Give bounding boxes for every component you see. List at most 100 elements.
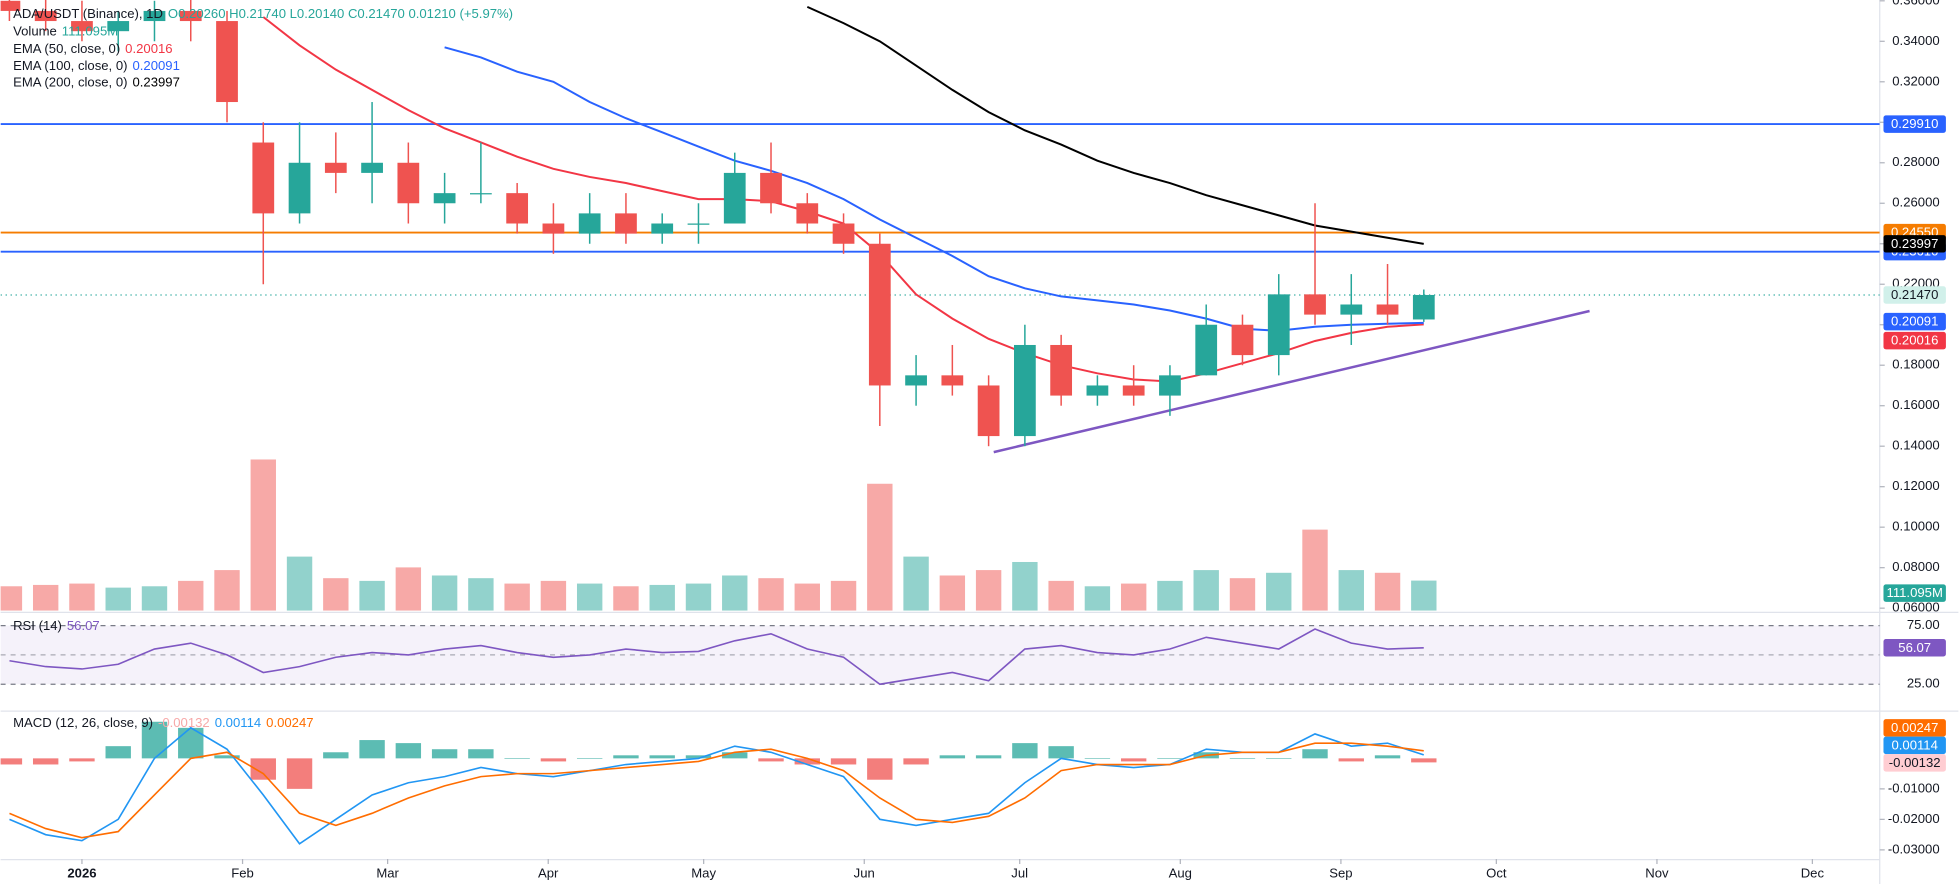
macd-histogram-bar bbox=[685, 755, 712, 759]
legend-name: MACD (12, 26, close, 9) bbox=[13, 716, 153, 731]
legend-row: RSI (14) 56.07 bbox=[13, 618, 100, 633]
macd-histogram-bar bbox=[1374, 755, 1401, 759]
volume-bar bbox=[1193, 570, 1219, 611]
macd-histogram-bar bbox=[722, 752, 748, 759]
macd-histogram-bar bbox=[830, 758, 857, 765]
legend-row: Volume 111.095M bbox=[13, 24, 118, 39]
candle-body bbox=[288, 162, 311, 214]
candle-body bbox=[179, 10, 202, 22]
macd-histogram-bar bbox=[431, 749, 458, 759]
candle-body bbox=[615, 213, 637, 234]
macd-histogram-bar bbox=[0, 758, 23, 765]
volume-bar bbox=[867, 483, 893, 611]
volume-bar bbox=[431, 575, 458, 611]
volume-bar bbox=[395, 567, 422, 611]
candle-body bbox=[361, 162, 383, 173]
candle-body bbox=[905, 375, 927, 386]
volume-bar bbox=[939, 575, 966, 611]
volume-badge-bg bbox=[1883, 584, 1946, 602]
x-tick-label: 2026 bbox=[67, 865, 96, 880]
legend-value: 0.00114 bbox=[215, 716, 261, 731]
ema-line bbox=[444, 46, 1424, 332]
price-pane bbox=[0, 0, 1880, 611]
ema-badge-bg bbox=[1883, 312, 1946, 331]
candle-body bbox=[397, 162, 420, 204]
ema-badge: 0.23997 bbox=[1891, 236, 1938, 251]
legend-name: Volume bbox=[13, 24, 57, 39]
y-tick-label: 0.16000 bbox=[1892, 397, 1939, 412]
volume-bar bbox=[830, 580, 857, 611]
candle-body bbox=[977, 385, 1000, 437]
y-tick-label: 0.12000 bbox=[1892, 478, 1939, 493]
x-tick-label: Apr bbox=[538, 865, 559, 880]
candle-body bbox=[1231, 324, 1254, 356]
candle-body bbox=[1159, 375, 1181, 396]
x-tick-label: Feb bbox=[231, 865, 254, 880]
volume-bar bbox=[758, 578, 784, 611]
volume-bar bbox=[323, 578, 349, 611]
y-tick-label: -0.02000 bbox=[1888, 811, 1940, 826]
last-price-badge-bg bbox=[1883, 286, 1946, 304]
volume-bar bbox=[214, 570, 240, 611]
legend-name: EMA (100, close, 0) bbox=[13, 58, 127, 73]
volume-bar bbox=[250, 459, 276, 611]
candle-body bbox=[1195, 324, 1218, 376]
macd-badge-bg bbox=[1883, 754, 1946, 772]
macd-badge: -0.00132 bbox=[1889, 755, 1941, 770]
macd-pane bbox=[0, 721, 1437, 845]
macd-histogram-bar bbox=[1302, 749, 1328, 759]
y-tick-label: 25.00 bbox=[1907, 676, 1940, 691]
last-price-badge: 0.21470 bbox=[1891, 287, 1938, 302]
volume-bar bbox=[1084, 586, 1111, 611]
candle-body bbox=[0, 0, 21, 11]
volume-bar bbox=[468, 578, 494, 611]
x-tick-label: May bbox=[691, 865, 716, 880]
candle-body bbox=[542, 223, 565, 234]
legend-row: EMA (200, close, 0) 0.23997 bbox=[13, 75, 180, 90]
ema-badge-bg bbox=[1883, 331, 1946, 350]
volume-bar bbox=[504, 583, 530, 611]
volume-bar bbox=[1411, 580, 1437, 611]
y-tick-label: 0.18000 bbox=[1892, 357, 1939, 372]
macd-histogram-bar bbox=[903, 758, 929, 765]
volume-bar bbox=[69, 583, 95, 611]
y-tick-label: 0.08000 bbox=[1892, 559, 1939, 574]
volume-bar bbox=[286, 556, 313, 611]
x-tick-label: Jun bbox=[854, 865, 875, 880]
macd-histogram-bar bbox=[1229, 758, 1256, 759]
candle-body bbox=[723, 172, 746, 224]
y-tick-label: 75.00 bbox=[1907, 617, 1940, 632]
candle-body bbox=[1013, 344, 1036, 437]
macd-histogram-bar bbox=[975, 755, 1002, 759]
legend-row: EMA (100, close, 0) 0.20091 bbox=[13, 58, 180, 73]
macd-histogram-bar bbox=[1338, 758, 1364, 762]
ohlc-values: O0.20260 H0.21740 L0.20140 C0.21470 0.01… bbox=[168, 6, 513, 21]
macd-histogram-bar bbox=[794, 758, 820, 765]
macd-badge-bg bbox=[1883, 719, 1946, 737]
macd-histogram-bar bbox=[1120, 758, 1147, 762]
macd-histogram-bar bbox=[576, 758, 603, 759]
macd-histogram-bar bbox=[1012, 743, 1038, 759]
ema-badge: 0.20091 bbox=[1891, 314, 1938, 329]
ema-badge-bg bbox=[1883, 235, 1946, 253]
volume-bar bbox=[722, 575, 748, 611]
x-tick-label: Nov bbox=[1645, 865, 1669, 880]
x-tick-label: Mar bbox=[376, 865, 399, 880]
legend-value: 0.20016 bbox=[125, 41, 172, 56]
x-tick-label: Aug bbox=[1169, 865, 1192, 880]
candle-body bbox=[832, 223, 855, 244]
volume-bar bbox=[1374, 572, 1401, 611]
candle-body bbox=[1086, 385, 1109, 396]
volume-bar bbox=[540, 580, 567, 611]
legend-row: ADA/USDT (Binance), 1D O0.20260 H0.21740 … bbox=[13, 6, 513, 21]
legend-value: 0.00247 bbox=[266, 716, 313, 731]
macd-histogram-bar bbox=[468, 749, 494, 759]
macd-badge-bg bbox=[1883, 736, 1946, 755]
macd-histogram-bar bbox=[613, 755, 639, 759]
rsi-badge-bg bbox=[1883, 639, 1946, 657]
volume-bar bbox=[1338, 570, 1364, 611]
volume-bar bbox=[1229, 578, 1256, 611]
macd-histogram-bar bbox=[1411, 758, 1437, 763]
axes: 0.06000 0.08000 0.10000 0.12000 0.14000 0.160… bbox=[67, 0, 1946, 880]
